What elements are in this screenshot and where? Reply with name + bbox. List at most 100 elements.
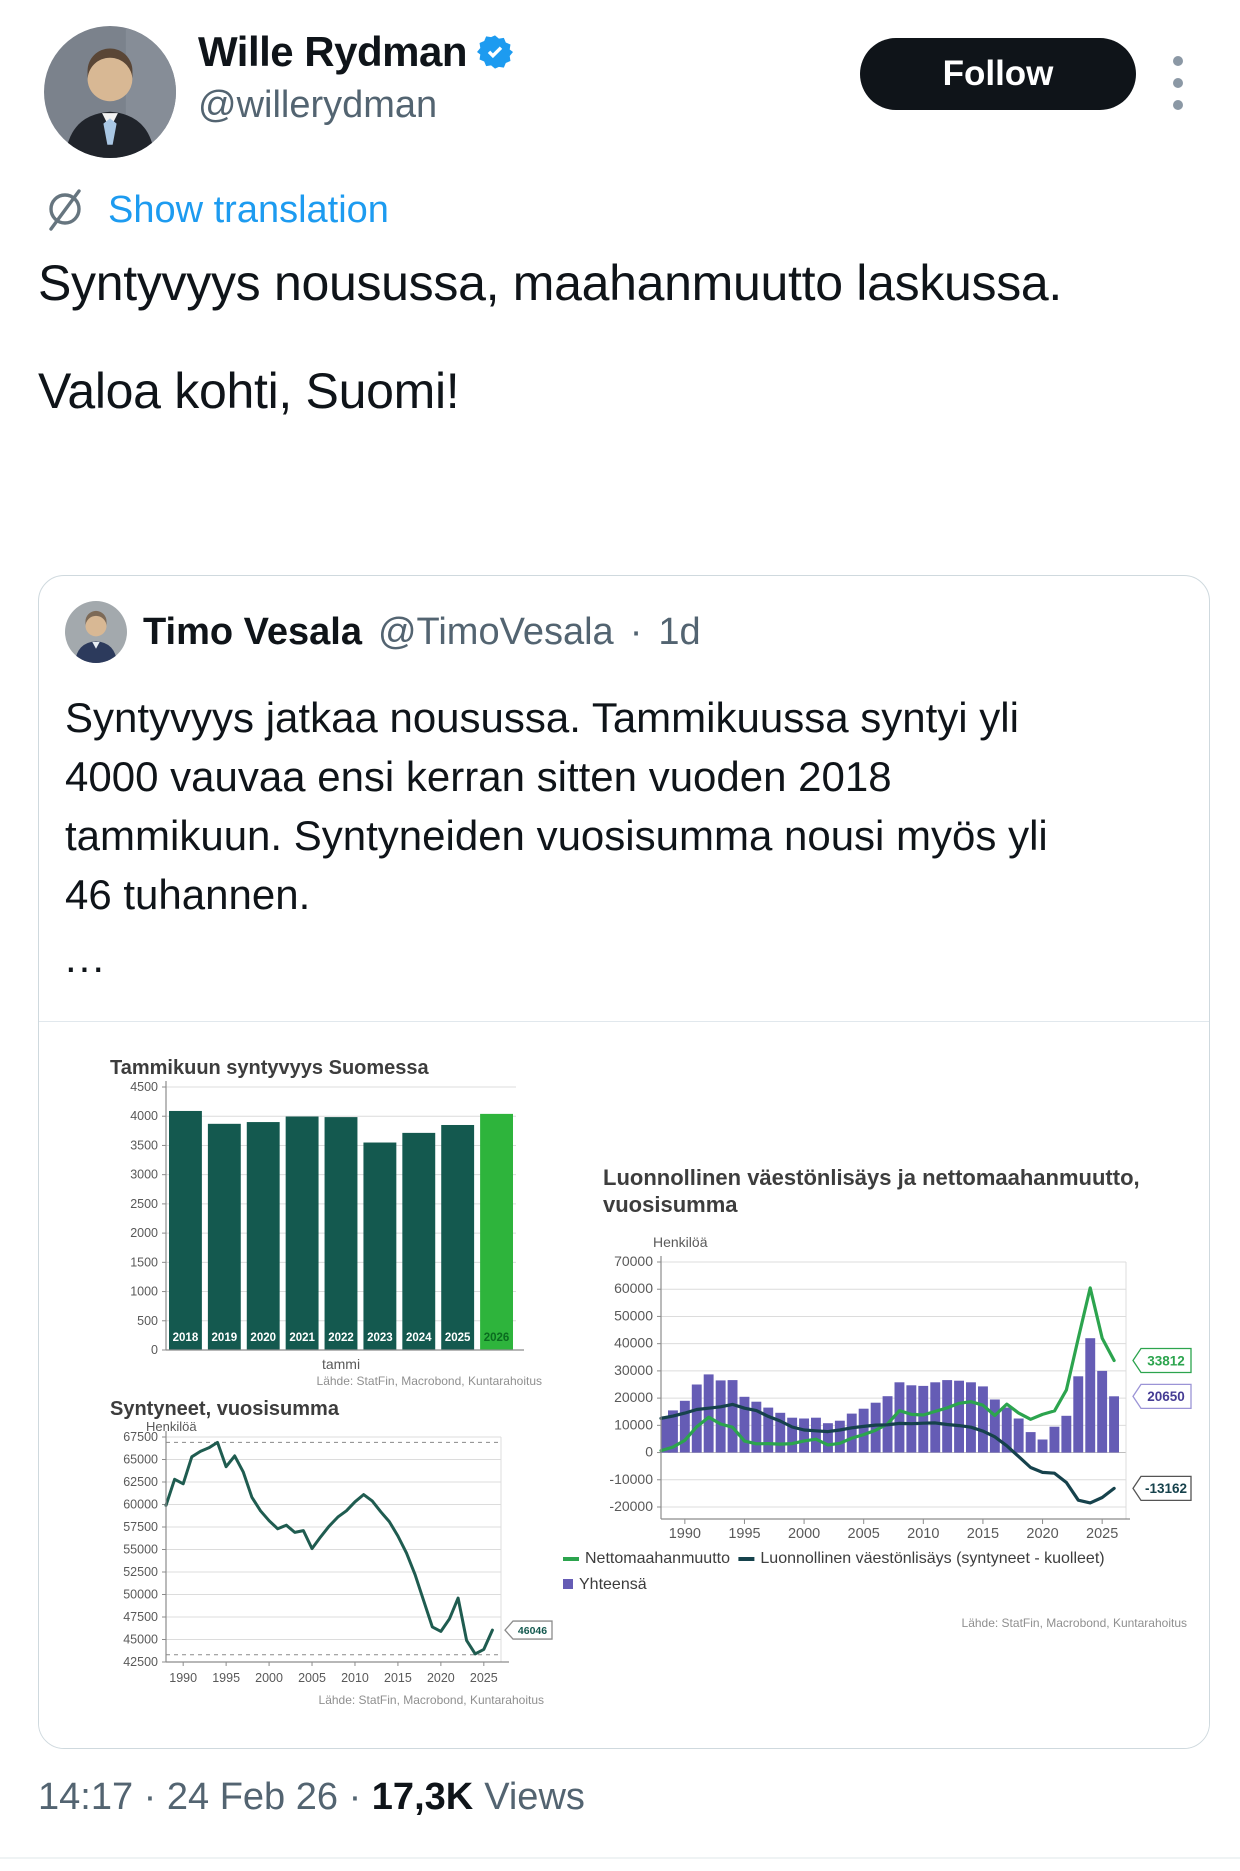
quoted-profile-photo [65, 601, 127, 663]
meta-separator: · [338, 1776, 372, 1818]
svg-text:Syntyneet, vuosisumma: Syntyneet, vuosisumma [110, 1398, 340, 1420]
svg-text:30000: 30000 [614, 1362, 653, 1378]
svg-text:500: 500 [137, 1314, 158, 1328]
svg-text:60000: 60000 [614, 1280, 653, 1296]
svg-text:1990: 1990 [169, 1671, 197, 1685]
quoted-tweet-card[interactable]: Timo Vesala @TimoVesala · 1d Syntyvyys j… [38, 575, 1210, 1749]
svg-text:2025: 2025 [1086, 1526, 1118, 1542]
svg-text:40000: 40000 [614, 1335, 653, 1351]
svg-text:42500: 42500 [123, 1655, 158, 1669]
avatar[interactable] [44, 26, 176, 158]
svg-text:2020: 2020 [1026, 1526, 1058, 1542]
svg-text:Henkilöä: Henkilöä [146, 1419, 197, 1434]
svg-text:2015: 2015 [967, 1526, 999, 1542]
svg-text:Lähde: StatFin, Macrobond, Kun: Lähde: StatFin, Macrobond, Kuntarahoitus [319, 1693, 544, 1707]
svg-text:55000: 55000 [123, 1543, 158, 1557]
svg-text:2018: 2018 [173, 1332, 199, 1344]
svg-text:1500: 1500 [130, 1255, 158, 1269]
svg-text:Lähde: StatFin, Macrobond, Kun: Lähde: StatFin, Macrobond, Kuntarahoitus [317, 1374, 542, 1388]
svg-text:1995: 1995 [212, 1671, 240, 1685]
quoted-media-image[interactable]: 0 500 1000 1500 2000 2500 3000 3500 4000 4500 2018… [39, 1021, 1209, 1748]
svg-text:tammi: tammi [322, 1356, 360, 1372]
svg-text:0: 0 [645, 1444, 653, 1460]
user-handle[interactable]: @willerydman [198, 84, 438, 126]
svg-text:10000: 10000 [614, 1416, 653, 1432]
svg-text:62500: 62500 [123, 1475, 158, 1489]
svg-text:1000: 1000 [130, 1285, 158, 1299]
svg-text:vuosisumma: vuosisumma [603, 1192, 738, 1217]
svg-text:2019: 2019 [212, 1332, 238, 1344]
svg-text:67500: 67500 [123, 1430, 158, 1444]
svg-text:-10000: -10000 [609, 1471, 653, 1487]
svg-text:4000: 4000 [130, 1109, 158, 1123]
svg-text:57500: 57500 [123, 1520, 158, 1534]
views-count: 17,3K [371, 1776, 474, 1818]
tweet-time: 14:17 [38, 1776, 134, 1818]
profile-photo [44, 26, 176, 158]
tweet-text: Syntyvyys nousussa, maahanmuutto laskuss… [38, 250, 1073, 424]
svg-text:2020: 2020 [427, 1671, 455, 1685]
svg-text:2010: 2010 [341, 1671, 369, 1685]
svg-text:2000: 2000 [788, 1526, 820, 1542]
chart-births-annual-sum: 42500 45000 47500 50000 52500 55000 57500 60000… [96, 1397, 556, 1724]
svg-text:52500: 52500 [123, 1565, 158, 1579]
svg-text:2005: 2005 [298, 1671, 326, 1685]
svg-text:2000: 2000 [255, 1671, 283, 1685]
svg-text:-20000: -20000 [609, 1498, 653, 1514]
svg-text:2022: 2022 [328, 1332, 354, 1344]
svg-text:33812: 33812 [1147, 1353, 1185, 1368]
svg-text:Yhteensä: Yhteensä [579, 1576, 647, 1593]
quoted-handle[interactable]: @TimoVesala [377, 610, 614, 653]
divider [0, 1857, 1240, 1859]
translate-icon [49, 189, 81, 231]
tweet-paragraph: Syntyvyys nousussa, maahanmuutto laskuss… [38, 255, 1063, 311]
meta-separator: · [133, 1776, 167, 1818]
quoted-avatar[interactable] [65, 601, 127, 663]
quoted-tweet-header: Timo Vesala @TimoVesala · 1d [65, 601, 701, 663]
quoted-tweet-text: Syntyvyys jatkaa nousussa. Tammikuussa s… [65, 694, 1048, 918]
svg-text:0: 0 [151, 1343, 158, 1357]
svg-text:2026: 2026 [484, 1332, 510, 1344]
svg-text:45000: 45000 [123, 1633, 158, 1647]
follow-button[interactable]: Follow [860, 38, 1136, 110]
chart-natural-increase-net-migration: -20000 -10000 0 10000 20000 30000 40000 50000 60… [553, 1157, 1203, 1662]
svg-text:46046: 46046 [518, 1625, 547, 1637]
chart-january-births: 0 500 1000 1500 2000 2500 3000 3500 4000 4500 2018… [96, 1052, 556, 1402]
svg-text:-13162: -13162 [1145, 1481, 1187, 1496]
tweet-meta: 14:17 · 24 Feb 26 · 17,3K Views [38, 1776, 585, 1819]
svg-text:20000: 20000 [614, 1389, 653, 1405]
views-label: Views [484, 1776, 585, 1818]
quoted-show-more[interactable]: ... [65, 934, 107, 981]
svg-text:2005: 2005 [848, 1526, 880, 1542]
svg-text:4500: 4500 [130, 1080, 158, 1094]
more-dots-icon [1173, 56, 1183, 110]
more-menu-button[interactable] [1164, 50, 1192, 116]
svg-text:1990: 1990 [669, 1526, 701, 1542]
quoted-timestamp: 1d [658, 610, 701, 653]
svg-text:Nettomaahanmuutto: Nettomaahanmuutto [585, 1550, 730, 1567]
svg-text:2010: 2010 [907, 1526, 939, 1542]
quoted-display-name[interactable]: Timo Vesala [143, 610, 362, 653]
svg-text:65000: 65000 [123, 1453, 158, 1467]
show-translation-label: Show translation [108, 188, 389, 231]
svg-text:20650: 20650 [1147, 1389, 1185, 1404]
display-name[interactable]: Wille Rydman [198, 28, 468, 75]
svg-text:Lähde: StatFin, Macrobond, Kun: Lähde: StatFin, Macrobond, Kuntarahoitus [962, 1616, 1187, 1630]
show-translation-link[interactable]: Show translation [42, 186, 389, 234]
svg-text:3500: 3500 [130, 1138, 158, 1152]
verified-badge-icon [477, 35, 514, 69]
svg-text:50000: 50000 [614, 1307, 653, 1323]
svg-text:1995: 1995 [728, 1526, 760, 1542]
tweet-paragraph: Valoa kohti, Suomi! [38, 363, 460, 419]
svg-text:2000: 2000 [130, 1226, 158, 1240]
quoted-separator: · [629, 610, 643, 653]
svg-text:2020: 2020 [250, 1332, 276, 1344]
svg-text:2025: 2025 [445, 1332, 471, 1344]
svg-text:2023: 2023 [367, 1332, 393, 1344]
svg-text:2021: 2021 [289, 1332, 315, 1344]
svg-text:2024: 2024 [406, 1332, 432, 1344]
svg-text:47500: 47500 [123, 1610, 158, 1624]
svg-text:2015: 2015 [384, 1671, 412, 1685]
tweet-date: 24 Feb 26 [166, 1776, 339, 1818]
svg-text:2025: 2025 [470, 1671, 498, 1685]
